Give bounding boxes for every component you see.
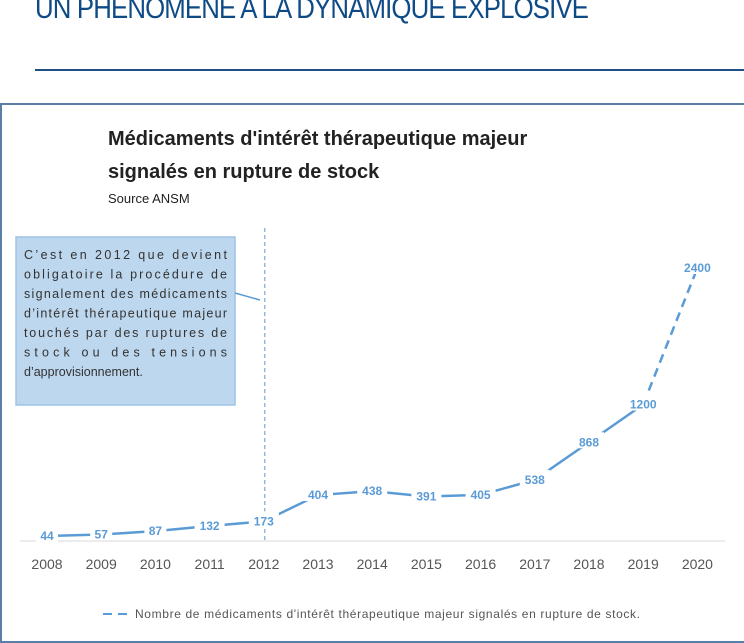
data-label: 87 bbox=[149, 524, 163, 538]
chart-subtitle: Source ANSM bbox=[108, 191, 190, 206]
data-label-bg bbox=[357, 481, 388, 498]
x-tick-label: 2017 bbox=[519, 556, 550, 572]
data-line bbox=[46, 403, 644, 538]
x-tick-label: 2014 bbox=[357, 556, 388, 572]
annotation-text: d’intérêt thérapeutique majeur bbox=[24, 307, 227, 321]
x-tick-label: 2020 bbox=[682, 556, 713, 572]
annotation-pointer bbox=[234, 292, 261, 301]
x-tick-label: 2019 bbox=[628, 556, 659, 572]
annotation-text: stock ou des tensions bbox=[24, 346, 227, 360]
annotation-box bbox=[15, 236, 236, 406]
annotation-text: d’approvisionnement. bbox=[24, 365, 143, 379]
divider bbox=[35, 69, 744, 71]
x-tick-label: 2011 bbox=[195, 556, 225, 572]
data-label: 868 bbox=[579, 435, 599, 449]
data-label: 1200 bbox=[630, 398, 657, 412]
data-label: 538 bbox=[525, 473, 545, 487]
data-label-bg bbox=[678, 258, 717, 274]
x-tick-label: 2010 bbox=[140, 556, 171, 572]
headline: UN PHENOMENE A LA DYNAMIQUE EXPLOSIVE bbox=[35, 0, 589, 25]
data-label-bg bbox=[465, 484, 496, 501]
projection-line bbox=[642, 267, 699, 405]
data-label: 2400 bbox=[684, 261, 711, 275]
x-tick-label: 2015 bbox=[411, 556, 442, 572]
legend-label: Nombre de médicaments d'intérêt thérapeu… bbox=[135, 607, 640, 621]
data-label: 405 bbox=[471, 488, 491, 502]
data-label-bg bbox=[411, 486, 442, 503]
data-label: 438 bbox=[362, 484, 382, 498]
data-label: 44 bbox=[40, 529, 54, 543]
data-label-bg bbox=[624, 394, 663, 411]
annotation-text: C’est en 2012 que devient bbox=[24, 248, 228, 262]
data-label-bg bbox=[194, 515, 225, 532]
x-tick-label: 2016 bbox=[465, 556, 496, 572]
chart-title: Médicaments d'intérêt thérapeutique maje… bbox=[108, 128, 528, 150]
x-tick-label: 2018 bbox=[573, 556, 604, 572]
chart-frame bbox=[0, 103, 744, 643]
data-label-bg bbox=[36, 525, 58, 542]
data-label: 404 bbox=[308, 488, 328, 502]
data-label-bg bbox=[248, 511, 279, 528]
chart-title: signalés en rupture de stock bbox=[108, 161, 380, 183]
data-label-bg bbox=[90, 524, 113, 541]
data-label: 391 bbox=[416, 490, 436, 504]
annotation-text: obligatoire la procédure de bbox=[24, 268, 227, 282]
annotation-text: signalement des médicaments bbox=[24, 287, 227, 301]
data-label-bg bbox=[519, 469, 550, 486]
x-tick-label: 2012 bbox=[248, 556, 279, 572]
data-label-bg bbox=[574, 432, 604, 449]
data-label-bg bbox=[303, 485, 333, 502]
data-label: 173 bbox=[254, 514, 274, 528]
data-label: 57 bbox=[95, 528, 109, 542]
x-tick-label: 2013 bbox=[302, 556, 333, 572]
x-tick-label: 2009 bbox=[86, 556, 117, 572]
data-label-bg bbox=[144, 521, 167, 538]
x-tick-label: 2008 bbox=[31, 556, 62, 572]
annotation-text: touchés par des ruptures de bbox=[24, 326, 227, 340]
data-label: 132 bbox=[200, 519, 220, 533]
